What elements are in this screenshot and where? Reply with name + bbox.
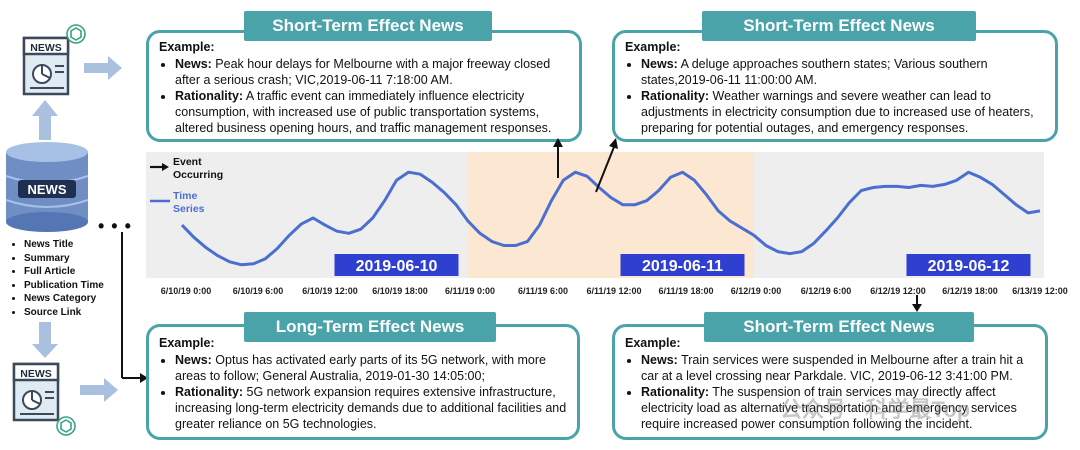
legend-series-line1: Time <box>173 190 198 202</box>
news-item: News: A deluge approaches southern state… <box>641 56 1045 88</box>
ellipsis-dots: • • • <box>98 216 132 236</box>
news-item: News: Peak hour delays for Melbourne wit… <box>175 56 569 88</box>
rationality-label: Rationality: <box>641 385 710 399</box>
legend-series-line2: Series <box>173 203 205 215</box>
date-label-box-0 <box>334 254 459 276</box>
rationality-text: Weather warnings and severe weather can … <box>641 89 1034 135</box>
x-tick-label: 6/10/19 6:00 <box>232 286 284 296</box>
news-icon-text-bottom: NEWS <box>20 368 52 380</box>
x-tick-label: 6/12/19 12:00 <box>870 286 926 296</box>
rationality-label: Rationality: <box>641 89 710 103</box>
panel-bottom-right: Example: News: Train services were suspe… <box>612 324 1048 440</box>
time-series-line <box>180 170 1041 267</box>
database-label: NEWS <box>28 182 67 197</box>
gpt-logo-icon <box>66 24 86 44</box>
x-tick-label: 6/11/19 6:00 <box>517 286 569 296</box>
news-text: Train services were suspended in Melbour… <box>641 353 1024 383</box>
x-tick-label: 6/11/19 18:00 <box>658 286 714 296</box>
connector-line <box>121 232 148 383</box>
date-label-box-1 <box>620 254 745 276</box>
x-tick-label: 6/12/19 18:00 <box>942 286 998 296</box>
legend-event: Event Occurring <box>173 156 223 182</box>
legend-event-line1: Event <box>173 156 202 168</box>
rationality-item: Rationality: A traffic event can immedia… <box>175 88 569 136</box>
arrow-right-icon-bottom <box>80 378 118 402</box>
example-label: Example: <box>159 336 215 350</box>
panel-title-bottom-left: Long-Term Effect News <box>244 312 496 342</box>
news-label: News: <box>175 353 212 367</box>
rationality-label: Rationality: <box>175 89 244 103</box>
x-tick-label: 6/11/19 12:00 <box>586 286 642 296</box>
news-label: News: <box>641 57 678 71</box>
attr-item: News Title <box>24 238 104 252</box>
gpt-logo-icon-bottom <box>56 416 76 436</box>
legend-series: Time Series <box>173 190 205 216</box>
arrow-down-icon <box>32 322 58 358</box>
example-label: Example: <box>159 40 215 54</box>
news-text: Optus has activated early parts of its 5… <box>175 353 546 383</box>
news-label: News: <box>641 353 678 367</box>
date-label-0: 2019-06-10 <box>356 258 438 275</box>
rationality-label: Rationality: <box>175 385 244 399</box>
date-label-1: 2019-06-11 <box>642 258 723 275</box>
time-series-chart: 2019-06-10 2019-06-11 2019-06-12 <box>146 152 1044 278</box>
panel-top-left: Example: News: Peak hour delays for Melb… <box>146 30 582 142</box>
panel-title-bottom-right: Short-Term Effect News <box>704 312 974 342</box>
event-up-arrow <box>553 138 563 178</box>
panel-top-right: Example: News: A deluge approaches south… <box>612 30 1058 142</box>
attr-item: Publication Time <box>24 279 104 293</box>
news-attribute-list: News Title Summary Full Article Publicat… <box>4 238 104 319</box>
news-label: News: <box>175 57 212 71</box>
news-document-icon: NEWS <box>22 36 70 96</box>
x-tick-label: 6/10/19 18:00 <box>372 286 428 296</box>
event-down-arrow <box>912 295 922 312</box>
news-text: A deluge approaches southern states; Var… <box>641 57 988 87</box>
attr-item: Summary <box>24 252 104 266</box>
news-icon-text: NEWS <box>30 42 62 54</box>
date-label-2: 2019-06-12 <box>928 258 1010 275</box>
event-diagonal-arrow <box>595 138 618 193</box>
news-document-icon-bottom: NEWS <box>12 362 60 422</box>
time-series-legend-icon <box>150 199 170 203</box>
panel-title-top-left: Short-Term Effect News <box>244 11 492 41</box>
x-tick-label: 6/11/19 0:00 <box>444 286 496 296</box>
x-tick-label: 6/12/19 0:00 <box>730 286 782 296</box>
panel-title-top-right: Short-Term Effect News <box>702 11 976 41</box>
example-label: Example: <box>625 336 681 350</box>
rationality-text: 5G network expansion requires extensive … <box>175 385 567 431</box>
rationality-text: The suspension of train services may dir… <box>641 385 1017 431</box>
panel-bottom-left: Example: News: Optus has activated early… <box>146 324 580 440</box>
news-item: News: Train services were suspended in M… <box>641 352 1035 384</box>
date-label-box-2 <box>906 254 1031 276</box>
example-label: Example: <box>625 40 681 54</box>
news-item: News: Optus has activated early parts of… <box>175 352 567 384</box>
attr-item: News Category <box>24 292 104 306</box>
arrow-up-icon <box>32 100 58 140</box>
x-tick-label: 6/13/19 12:00 <box>1012 286 1068 296</box>
x-tick-label: 6/12/19 6:00 <box>800 286 852 296</box>
x-tick-label: 6/10/19 12:00 <box>302 286 358 296</box>
rationality-item: Rationality: 5G network expansion requir… <box>175 384 567 432</box>
legend-event-line2: Occurring <box>173 169 224 181</box>
news-database-icon: NEWS <box>5 142 89 232</box>
rationality-item: Rationality: Weather warnings and severe… <box>641 88 1045 136</box>
attr-item: Full Article <box>24 265 104 279</box>
rationality-text: A traffic event can immediately influenc… <box>175 89 552 135</box>
x-tick-label: 6/10/19 0:00 <box>160 286 212 296</box>
attr-item: Source Link <box>24 306 104 320</box>
rationality-item: Rationality: The suspension of train ser… <box>641 384 1035 432</box>
news-text: Peak hour delays for Melbourne with a ma… <box>175 57 551 87</box>
arrow-right-icon <box>84 56 122 80</box>
event-arrow-legend-icon <box>150 163 169 171</box>
watermark: 公众号 · 科学最Top <box>780 397 971 422</box>
